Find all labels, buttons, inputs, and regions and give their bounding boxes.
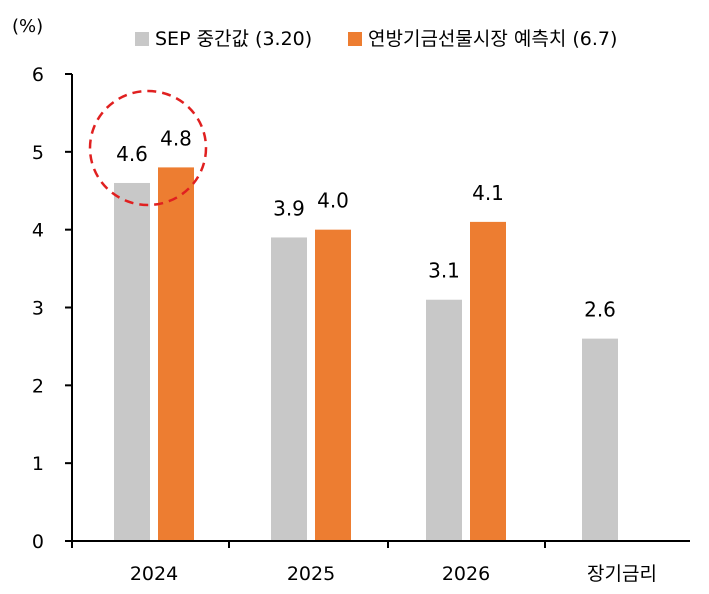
bar bbox=[114, 182, 150, 541]
y-tick-label: 0 bbox=[32, 531, 44, 553]
x-axis: 2024 2025 2026 장기금리 bbox=[71, 540, 690, 585]
data-label: 3.9 bbox=[273, 196, 305, 220]
y-axis: 0 1 2 3 4 5 6 bbox=[32, 64, 73, 553]
data-label: 2.6 bbox=[584, 298, 616, 322]
data-label: 4.0 bbox=[317, 189, 349, 213]
data-label: 4.8 bbox=[160, 126, 192, 150]
legend-label-fed-funds-futures: 연방기금선물시장 예측치 (6.7) bbox=[368, 28, 617, 50]
x-tick-label: 2025 bbox=[287, 563, 335, 585]
data-labels: 4.6 4.8 3.9 4.0 3.1 4.1 2.6 bbox=[116, 126, 616, 321]
y-tick-label: 4 bbox=[32, 220, 44, 242]
bar bbox=[315, 229, 351, 541]
legend-label-sep: SEP 중간값 (3.20) bbox=[155, 28, 312, 50]
data-label: 4.1 bbox=[472, 181, 504, 205]
data-label: 4.6 bbox=[116, 142, 148, 166]
x-tick-label: 2024 bbox=[130, 563, 178, 585]
y-tick-label: 3 bbox=[32, 298, 44, 320]
legend-swatch-fed-funds-futures bbox=[348, 32, 362, 46]
legend: SEP 중간값 (3.20) 연방기금선물시장 예측치 (6.7) bbox=[135, 28, 617, 50]
y-tick-label: 1 bbox=[32, 453, 44, 475]
highlight-group bbox=[88, 89, 208, 207]
bars bbox=[114, 167, 618, 541]
bar bbox=[158, 167, 194, 541]
x-tick-label: 2026 bbox=[442, 563, 490, 585]
y-tick-label: 6 bbox=[32, 64, 44, 86]
data-label: 3.1 bbox=[428, 259, 460, 283]
y-tick-label: 5 bbox=[32, 142, 44, 164]
bar bbox=[470, 221, 506, 541]
x-tick-label: 장기금리 bbox=[587, 563, 657, 585]
bar bbox=[271, 237, 307, 541]
y-tick-label: 2 bbox=[32, 375, 44, 397]
highlight-circle bbox=[88, 89, 208, 207]
bar bbox=[426, 299, 462, 541]
bar bbox=[582, 338, 618, 541]
y-axis-unit-label: (%) bbox=[12, 16, 43, 37]
legend-swatch-sep bbox=[135, 32, 149, 46]
